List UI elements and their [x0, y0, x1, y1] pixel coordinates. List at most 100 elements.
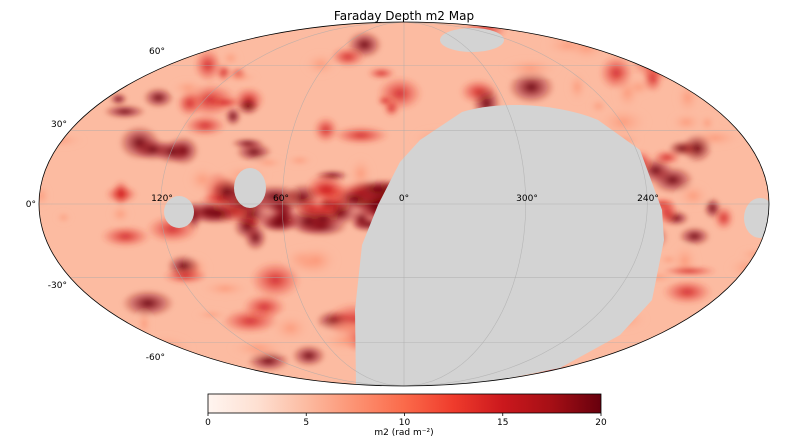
- texture-blotch: [100, 225, 151, 248]
- texture-blotch: [169, 78, 207, 98]
- lat-label-minus30: -30°: [48, 281, 67, 291]
- texture-blotch: [50, 349, 80, 361]
- upper-left-blotch: [236, 96, 260, 116]
- texture-blotch: [333, 125, 389, 145]
- graticule: [39, 22, 769, 386]
- texture-blotch: [294, 243, 340, 278]
- texture-blotch: [756, 292, 769, 308]
- texture-blotch: [220, 49, 241, 68]
- texture-blotch: [222, 71, 259, 83]
- colorbar-tick-label: 20: [595, 418, 607, 428]
- texture-blotch: [39, 363, 85, 385]
- upper-left-blotch: [103, 104, 147, 119]
- texture-blotch: [737, 247, 769, 262]
- texture-blotch: [726, 291, 769, 330]
- graticule-meridian: [281, 22, 405, 386]
- lat-label-minus60: -60°: [146, 353, 165, 363]
- upper-left-blotch: [154, 139, 190, 164]
- texture-blotch: [291, 344, 326, 367]
- texture-blotch: [39, 183, 51, 209]
- latitude-labels: 60° 30° 0° -30° -60°: [26, 47, 165, 363]
- texture-blotch: [669, 111, 704, 133]
- right-edge-blotch: [651, 166, 694, 194]
- texture-blotch: [674, 80, 701, 116]
- plane-band-blotch: [233, 214, 261, 240]
- masked-region-left-1: [234, 168, 266, 208]
- plane-band-blotch: [211, 177, 242, 206]
- map-outline: [38, 21, 770, 387]
- texture-blotch: [228, 338, 287, 359]
- plane-band-blotch: [307, 210, 339, 228]
- texture-blotch: [707, 366, 742, 386]
- longitude-labels: 120° 60° 0° 300° 240°: [151, 194, 659, 204]
- texture-blotch: [541, 25, 579, 43]
- texture-blotch: [39, 132, 86, 149]
- texture-blotch: [46, 373, 98, 386]
- colorbar-gradient: [207, 393, 602, 414]
- texture-blotch: [588, 97, 609, 115]
- upper-left-blotch: [176, 90, 202, 117]
- colorbar: 0 5 10 15 20 m2 (rad m⁻²): [205, 393, 607, 436]
- texture-blotch: [659, 23, 705, 36]
- texture-blotch: [284, 153, 315, 168]
- graticule-meridian: [403, 22, 527, 386]
- texture-blotch: [710, 95, 748, 112]
- chart-title: Faraday Depth m2 Map: [334, 9, 474, 23]
- upper-left-blotch: [109, 92, 128, 106]
- texture-blotch: [740, 289, 769, 325]
- colorbar-tick-label: 15: [497, 418, 508, 428]
- lon-label-60: 60°: [273, 194, 289, 204]
- texture-blotch: [718, 60, 767, 79]
- colorbar-ticks: 0 5 10 15 20: [205, 413, 607, 428]
- graticule-meridian: [403, 22, 648, 386]
- masked-regions: [164, 28, 769, 386]
- right-edge-blotch: [678, 226, 711, 246]
- lat-label-0: 0°: [26, 200, 36, 210]
- texture-blotch: [302, 51, 340, 78]
- texture-blotch: [221, 308, 280, 334]
- texture-blotch: [100, 56, 122, 88]
- right-edge-blotch: [681, 133, 713, 163]
- texture-blotch: [630, 47, 689, 80]
- texture-blotch: [70, 40, 106, 71]
- texture-blotch: [682, 315, 731, 341]
- texture-blotch: [740, 300, 769, 317]
- texture-blotch: [39, 48, 69, 75]
- texture-blotch: [53, 330, 93, 367]
- texture-blotch: [121, 289, 175, 318]
- texture-blotch: [698, 113, 716, 133]
- texture-blotch: [566, 70, 588, 104]
- texture-blotch: [313, 116, 339, 143]
- lon-label-240: 240°: [637, 194, 659, 204]
- colorbar-tick-label: 10: [399, 418, 411, 428]
- texture-blotch: [93, 338, 111, 367]
- texture-blotch: [249, 261, 301, 299]
- texture-blotch: [661, 265, 717, 277]
- upper-left-blotch: [230, 138, 265, 149]
- graticule-meridian: [160, 22, 405, 386]
- texture-blotch: [330, 46, 366, 67]
- texture-blotch: [599, 55, 634, 91]
- texture-blotch: [367, 67, 396, 80]
- sky-map: [39, 22, 769, 386]
- texture-blotch: [56, 73, 95, 93]
- masked-region-galactic-plane: [355, 105, 664, 386]
- texture-blotch: [376, 95, 393, 107]
- texture-blotch: [732, 337, 759, 350]
- texture-blotch: [108, 203, 132, 225]
- texture-blotch: [55, 211, 72, 224]
- texture-blotch: [184, 114, 227, 137]
- upper-left-blotch: [142, 87, 174, 109]
- plane-band-blotch: [258, 215, 299, 233]
- texture-blotch: [39, 354, 72, 386]
- colorbar-tick-label: 5: [303, 418, 309, 428]
- colorbar-label: m2 (rad m⁻²): [374, 428, 433, 436]
- texture-blotch: [707, 301, 738, 318]
- texture-blotch: [82, 58, 112, 89]
- masked-region-north: [440, 28, 504, 52]
- texture-blotch: [751, 333, 769, 362]
- lat-label-30: 30°: [51, 120, 67, 130]
- lon-label-300: 300°: [516, 194, 538, 204]
- lon-label-0: 0°: [399, 194, 409, 204]
